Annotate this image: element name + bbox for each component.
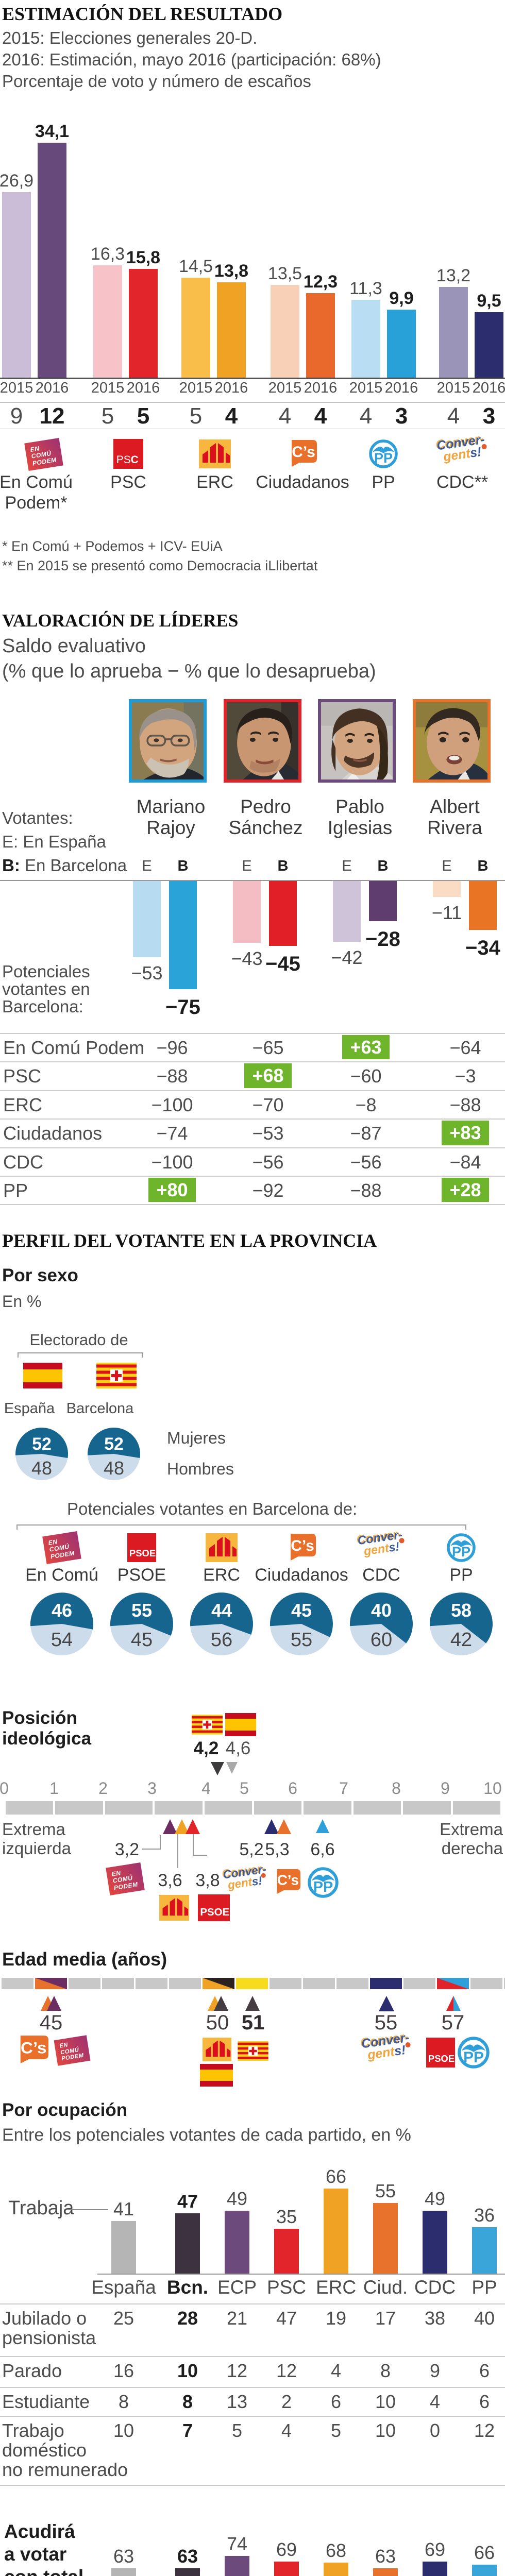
svg-text:PP: PP (452, 1544, 470, 1560)
svg-text:C’s: C’s (277, 1872, 299, 1888)
svg-text:PP: PP (463, 2049, 484, 2066)
svg-text:C’s: C’s (291, 1537, 314, 1554)
svg-text:C’s: C’s (292, 444, 315, 461)
svg-text:PP: PP (313, 1879, 333, 1895)
svg-text:C’s: C’s (21, 2039, 46, 2057)
svg-text:PP: PP (374, 450, 393, 466)
